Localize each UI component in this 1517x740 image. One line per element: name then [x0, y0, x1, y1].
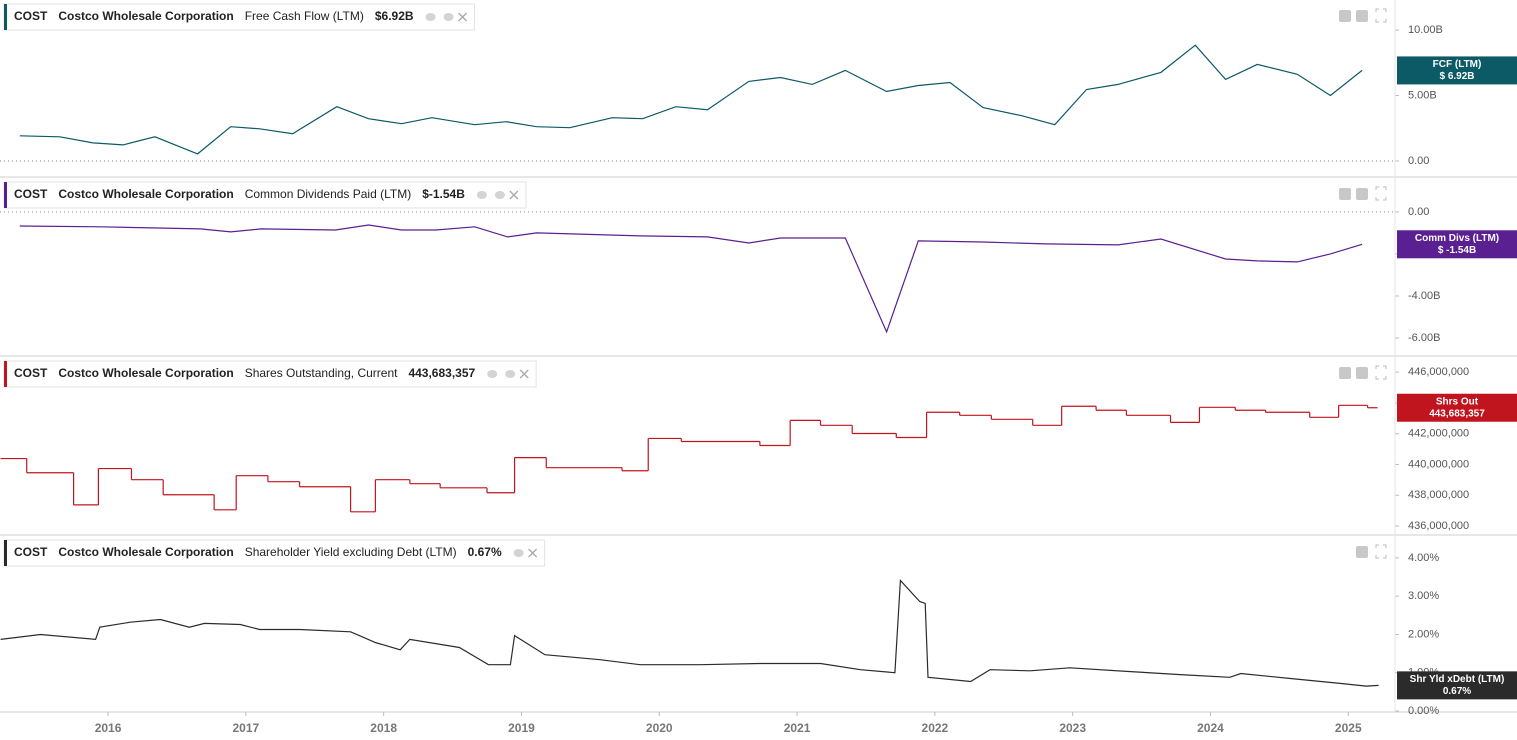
data-line	[0, 579, 1379, 687]
header-value-label: 443,683,357	[408, 366, 475, 380]
x-tick-label: 2022	[922, 721, 949, 735]
x-tick-label: 2017	[232, 721, 259, 735]
badge-value: 443,683,357	[1429, 408, 1485, 419]
move-icon[interactable]	[1356, 367, 1368, 379]
header-company: Costco Wholesale Corporation	[58, 187, 233, 201]
panel-header: COST Costco Wholesale Corporation Shares O…	[3, 360, 537, 388]
x-tick-label: 2020	[646, 721, 673, 735]
x-tick-label: 2023	[1059, 721, 1086, 735]
y-tick-label: 4.00%	[1408, 552, 1439, 564]
y-tick-label: 442,000,000	[1408, 428, 1469, 440]
badge-value: 0.67%	[1443, 686, 1471, 697]
header-icon	[425, 13, 436, 21]
legend-entry: Shr Yld xDebt (LTM)	[1410, 674, 1505, 685]
move-icon[interactable]	[1356, 188, 1368, 200]
panel-header: COST Costco Wholesale Corporation Sharehol…	[3, 539, 546, 567]
x-tick-label: 2024	[1197, 721, 1224, 735]
header-box	[3, 539, 546, 567]
header-title: Shareholder Yield excluding Debt (LTM)	[245, 545, 457, 559]
header-icon	[513, 549, 524, 557]
legend-badge	[1397, 671, 1517, 700]
move-icon[interactable]	[1356, 10, 1368, 22]
header-company: Costco Wholesale Corporation	[58, 366, 233, 380]
x-tick-label: 2021	[784, 721, 811, 735]
y-tick-label: 5.00B	[1408, 89, 1437, 101]
y-tick-label: 0.00	[1408, 206, 1429, 218]
move-icon[interactable]	[1356, 546, 1368, 558]
header-company: Costco Wholesale Corporation	[58, 9, 233, 23]
header-accent	[4, 182, 7, 208]
expand-icon[interactable]	[1375, 365, 1387, 380]
y-tick-label: 436,000,000	[1408, 520, 1469, 532]
expand-icon[interactable]	[1375, 544, 1387, 559]
header-value-label: 0.67%	[468, 545, 502, 559]
badge-value: $ 6.92B	[1439, 71, 1474, 82]
y-tick-label: 440,000,000	[1408, 458, 1469, 470]
y-tick-label: 0.00%	[1408, 705, 1439, 717]
header-icon	[443, 13, 454, 21]
move-icon[interactable]	[1339, 188, 1351, 200]
header-accent	[4, 540, 7, 566]
x-tick-label: 2018	[370, 721, 397, 735]
panel-header: COST Costco Wholesale Corporation Free Cas…	[3, 3, 476, 31]
header-value-label: $6.92B	[375, 9, 414, 23]
header-ticker: COST	[14, 545, 48, 559]
header-title: Shares Outstanding, Current	[245, 366, 398, 380]
y-tick-label: 10.00B	[1408, 24, 1443, 36]
legend-badge	[1397, 230, 1517, 259]
move-icon[interactable]	[1339, 367, 1351, 379]
header-icon	[476, 191, 487, 199]
data-line	[19, 224, 1363, 334]
panel-header: COST Costco Wholesale Corporation Common D…	[3, 181, 527, 209]
close-icon[interactable]	[509, 190, 519, 200]
y-tick-label: 438,000,000	[1408, 489, 1469, 501]
x-tick-label: 2019	[508, 721, 535, 735]
legend-badge	[1397, 393, 1517, 422]
header-accent	[4, 4, 7, 30]
close-icon[interactable]	[458, 12, 468, 22]
legend-entry: Shrs Out	[1436, 396, 1479, 407]
header-ticker: COST	[14, 9, 48, 23]
legend-entry: FCF (LTM)	[1433, 59, 1482, 70]
header-box	[3, 360, 537, 388]
legend-badge	[1397, 56, 1517, 85]
header-title: Common Dividends Paid (LTM)	[245, 187, 412, 201]
header-ticker: COST	[14, 187, 48, 201]
y-tick-label: 2.00%	[1408, 628, 1439, 640]
move-icon[interactable]	[1339, 10, 1351, 22]
close-icon[interactable]	[528, 548, 538, 558]
header-box	[3, 3, 476, 31]
y-tick-label: 3.00%	[1408, 590, 1439, 602]
y-tick-label: 446,000,000	[1408, 366, 1469, 378]
expand-icon[interactable]	[1375, 186, 1387, 201]
close-icon[interactable]	[519, 369, 529, 379]
header-title: Free Cash Flow (LTM)	[245, 9, 364, 23]
header-company: Costco Wholesale Corporation	[58, 545, 233, 559]
header-icon	[487, 370, 498, 378]
expand-icon[interactable]	[1375, 8, 1387, 23]
header-accent	[4, 361, 7, 387]
y-tick-label: -6.00B	[1408, 332, 1440, 344]
data-line	[19, 44, 1363, 155]
y-tick-label: 0.00	[1408, 155, 1429, 167]
badge-value: $ -1.54B	[1438, 245, 1476, 256]
x-tick-label: 2025	[1335, 721, 1362, 735]
y-tick-label: -4.00B	[1408, 290, 1440, 302]
header-icon	[505, 370, 516, 378]
header-value-label: $-1.54B	[422, 187, 465, 201]
header-icon	[494, 191, 505, 199]
legend-entry: Comm Divs (LTM)	[1415, 233, 1499, 244]
header-ticker: COST	[14, 366, 48, 380]
header-box	[3, 181, 527, 209]
x-tick-label: 2016	[95, 721, 122, 735]
